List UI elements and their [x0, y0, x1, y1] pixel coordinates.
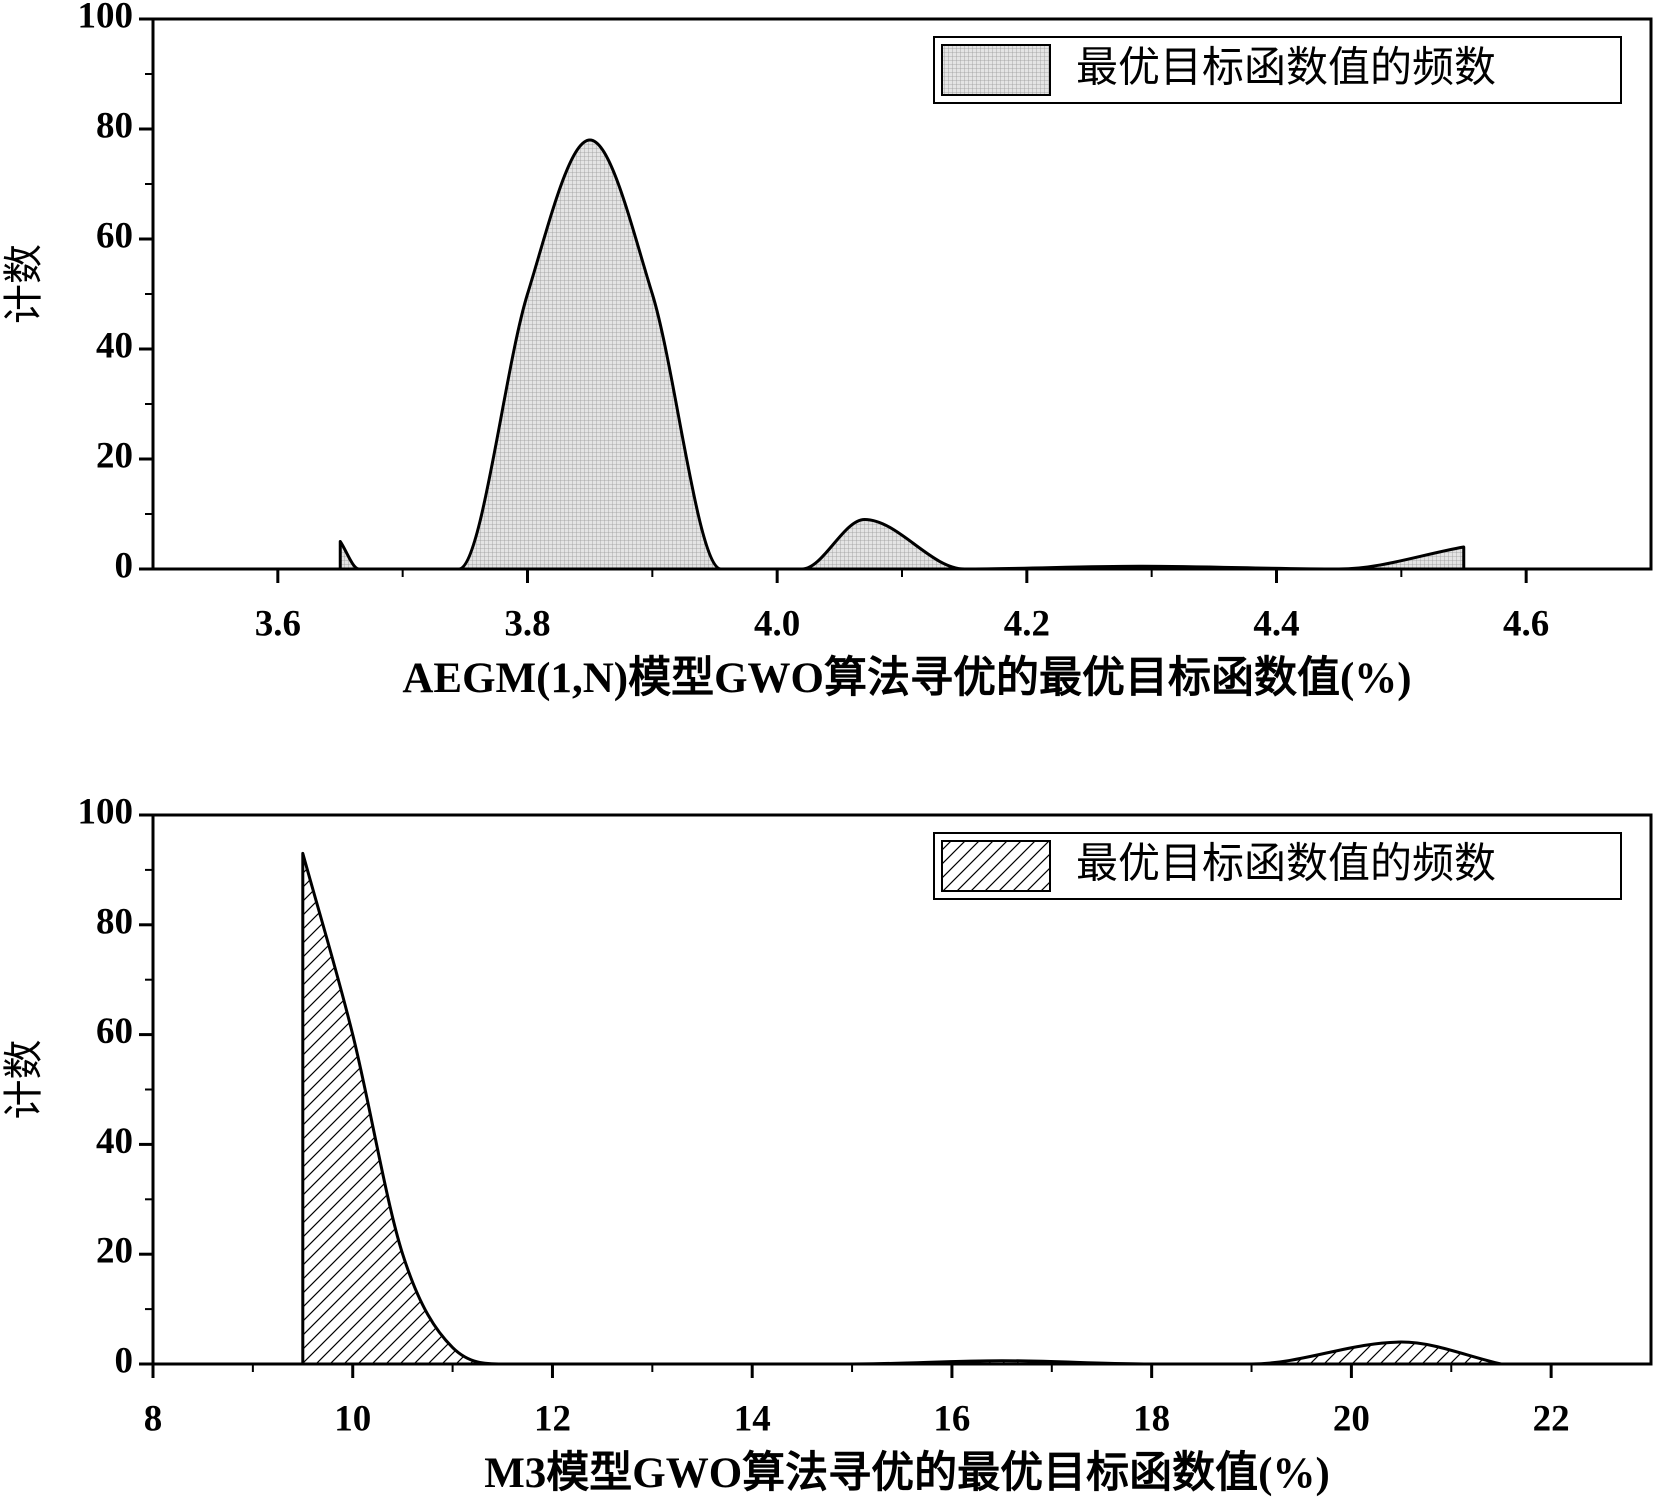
y-axis-label: 计数: [1, 244, 46, 324]
x-tick-label: 4.6: [1503, 603, 1549, 644]
y-tick-label: 100: [78, 791, 134, 832]
x-tick-label: 4.0: [754, 603, 800, 644]
y-axis-label: 计数: [1, 1040, 46, 1120]
area: [301, 851, 1503, 1366]
x-tick-label: 14: [734, 1398, 771, 1439]
x-tick-label: 16: [933, 1398, 970, 1439]
legend-swatch: [941, 840, 1051, 892]
y-tick-label: 60: [96, 1011, 133, 1052]
y-tick-label: 80: [96, 105, 133, 146]
x-tick-label: 3.8: [504, 603, 550, 644]
y-tick-label: 40: [96, 1121, 133, 1162]
x-tick-label: 22: [1533, 1398, 1570, 1439]
y-tick-label: 80: [96, 901, 133, 942]
legend-label: 最优目标函数值的频数: [1076, 46, 1496, 92]
chart: 0 20 40 60 80 100 8 10 12 14 16 18 20 22 M3模型GWO算法寻优的最…: [1, 791, 1653, 1497]
x-tick-label: 4.4: [1253, 603, 1299, 644]
area: [338, 138, 1466, 571]
x-tick-label: 8: [144, 1398, 163, 1439]
x-tick-label: 18: [1133, 1398, 1170, 1439]
y-tick-label: 0: [115, 1340, 134, 1381]
x-tick-label: 12: [534, 1398, 571, 1439]
y-tick-label: 40: [96, 325, 133, 366]
y-tick-label: 100: [78, 0, 134, 36]
x-tick-label: 4.2: [1004, 603, 1050, 644]
x-axis-label: AEGM(1,N)模型GWO算法寻优的最优目标函数值(%): [402, 654, 1411, 702]
y-tick-label: 20: [96, 1231, 133, 1272]
chart: 0 20 40 60 80 100 3.6 3.8 4.0 4.2 4.4 4.6 AEGM(1,N)模…: [1, 0, 1653, 702]
x-tick-label: 10: [334, 1398, 371, 1439]
y-tick-label: 60: [96, 215, 133, 256]
x-tick-label: 20: [1333, 1398, 1370, 1439]
legend-swatch: [941, 44, 1051, 96]
x-tick-label: 3.6: [255, 603, 301, 644]
y-tick-label: 0: [115, 545, 134, 586]
x-axis-label: M3模型GWO算法寻优的最优目标函数值(%): [484, 1449, 1330, 1497]
legend-label: 最优目标函数值的频数: [1076, 842, 1496, 888]
y-tick-label: 20: [96, 435, 133, 476]
